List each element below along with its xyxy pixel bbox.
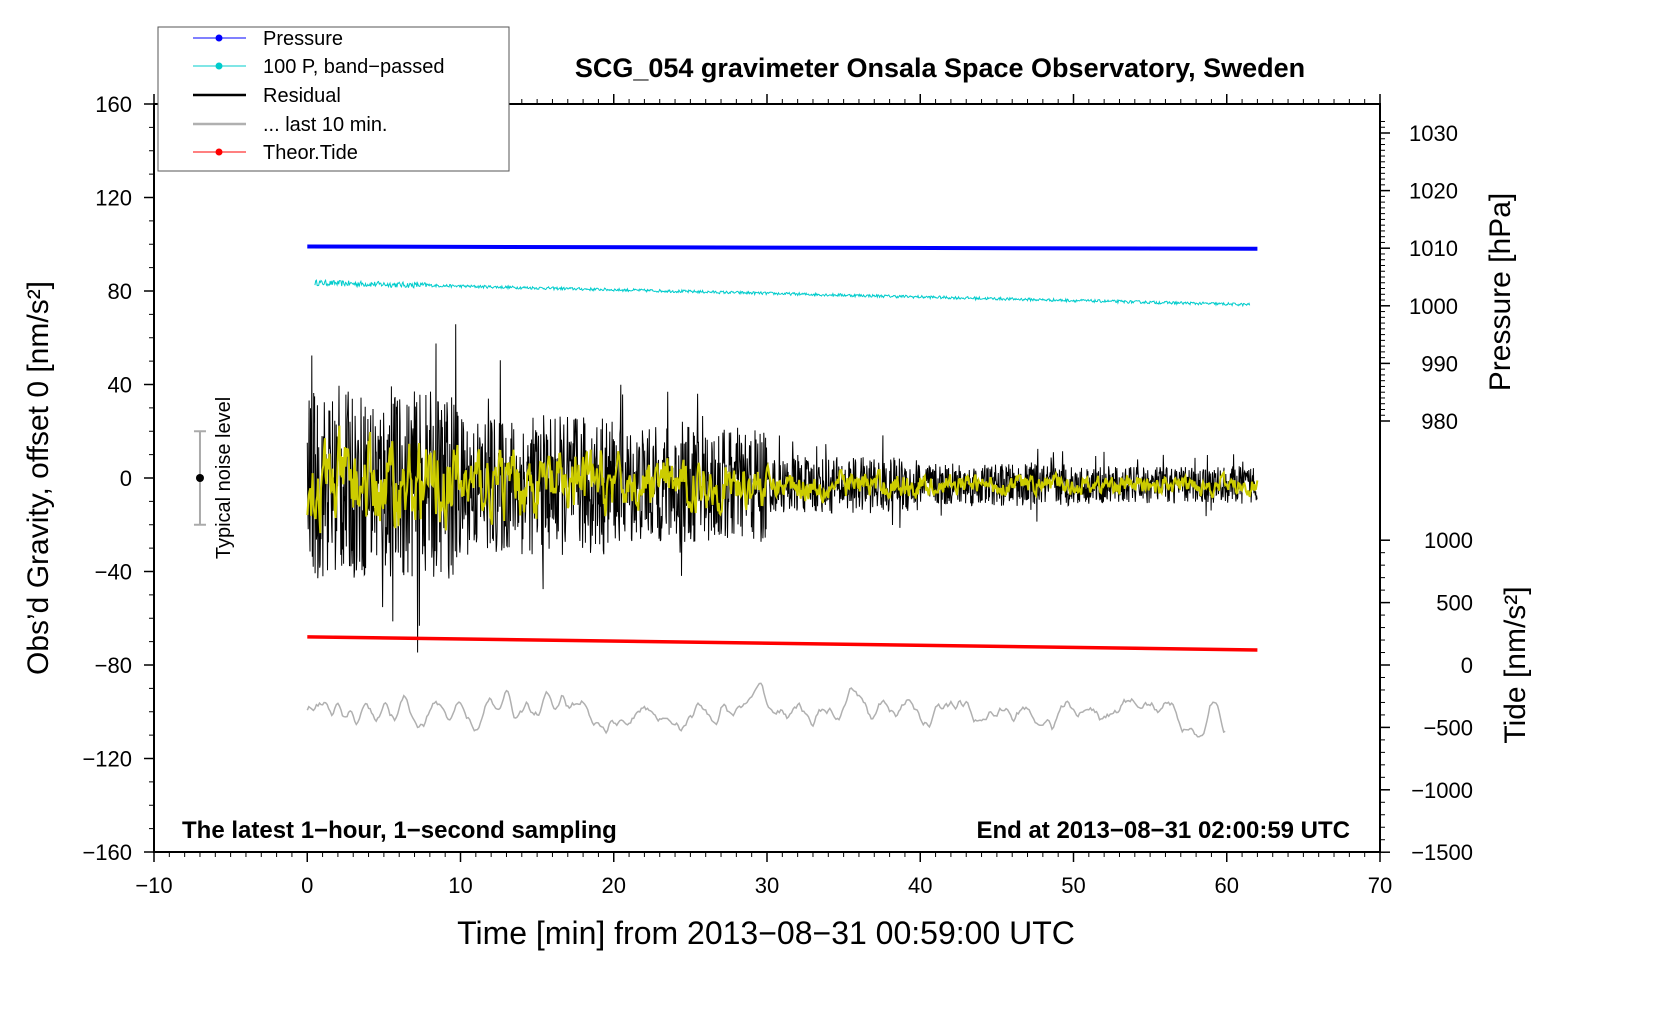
- tide-tick-label: 0: [1461, 653, 1473, 678]
- y-tick-label: −80: [95, 653, 132, 678]
- legend: Pressure 100 P, band−passed Residual ...…: [158, 27, 509, 171]
- tide-tick-label: 500: [1436, 591, 1473, 616]
- y-tick-label: 120: [95, 186, 132, 211]
- y-tick-label: −40: [95, 560, 132, 585]
- tide-tick-label: −1000: [1411, 778, 1473, 803]
- x-tick-label: −10: [135, 873, 172, 898]
- y-axis-label-tide: Tide [nm/s²]: [1499, 586, 1532, 743]
- legend-pressure: Pressure: [263, 28, 343, 50]
- series-pressure: [307, 247, 1257, 249]
- legend-last10: ... last 10 min.: [263, 114, 388, 136]
- pressure-tick-label: 990: [1421, 351, 1458, 376]
- x-tick-label: 0: [301, 873, 313, 898]
- noise-bar-center: [196, 474, 204, 482]
- annotation-end-time: End at 2013−08−31 02:00:59 UTC: [976, 817, 1350, 844]
- tide-tick-label: −500: [1423, 715, 1473, 740]
- gravimeter-chart: −10 0 10 20 30 40 50 60 7016012080400−40−80−120−…: [0, 0, 1660, 1020]
- tide-tick-label: 1000: [1424, 528, 1473, 553]
- y-axis-label-left: Obs’d Gravity, offset 0 [nm/s²]: [22, 281, 55, 675]
- noise-level-bar: [194, 431, 206, 525]
- series-theor-tide: [307, 637, 1257, 650]
- y-tick-label: 0: [120, 466, 132, 491]
- y-tick-label: −160: [82, 840, 132, 865]
- y-tick-label: 40: [108, 373, 132, 398]
- x-tick-label: 50: [1061, 873, 1085, 898]
- x-tick-label: 60: [1215, 873, 1239, 898]
- x-tick-label: 10: [448, 873, 472, 898]
- y-axis-label-pressure: Pressure [hPa]: [1484, 193, 1517, 391]
- pressure-tick-label: 980: [1421, 409, 1458, 434]
- x-tick-label: 70: [1368, 873, 1392, 898]
- noise-level-label: Typical noise level: [213, 397, 235, 559]
- x-axis-label: Time [min] from 2013−08−31 00:59:00 UTC: [457, 915, 1075, 951]
- tide-tick-label: −1500: [1411, 840, 1473, 865]
- series-bandpassed: [315, 280, 1250, 306]
- pressure-tick-label: 1000: [1409, 294, 1458, 319]
- y-tick-label: 160: [95, 92, 132, 117]
- pressure-tick-label: 1030: [1409, 121, 1458, 146]
- y-tick-label: −120: [82, 747, 132, 772]
- legend-tide: Theor.Tide: [263, 142, 358, 164]
- x-tick-label: 40: [908, 873, 932, 898]
- legend-bandpassed: 100 P, band−passed: [263, 56, 444, 78]
- plot-lines: [307, 247, 1257, 737]
- x-tick-label: 30: [755, 873, 779, 898]
- y-tick-label: 80: [108, 279, 132, 304]
- annotation-sampling: The latest 1−hour, 1−second sampling: [182, 817, 617, 844]
- pressure-tick-label: 1020: [1409, 179, 1458, 204]
- series-last-10-min: [307, 683, 1225, 737]
- chart-title: SCG_054 gravimeter Onsala Space Observat…: [575, 53, 1305, 83]
- x-tick-label: 20: [602, 873, 626, 898]
- legend-residual: Residual: [263, 85, 341, 107]
- pressure-tick-label: 1010: [1409, 236, 1458, 261]
